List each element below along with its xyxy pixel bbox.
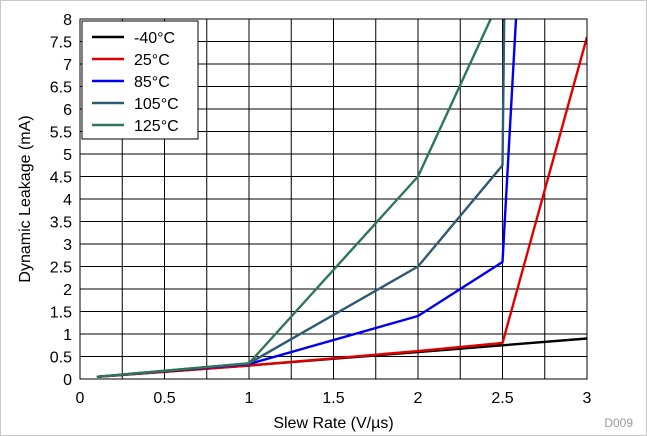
x-tick-label: 1: [245, 390, 254, 407]
x-axis-label: Slew Rate (V/µs): [273, 415, 393, 432]
y-axis-tick-labels: 0 0.5 1 1.5 2 2.5 3 3.5 4 4.5 5 5.5 6 6.5 7 7.5 8: [50, 12, 72, 389]
x-tick-label: 2.5: [491, 390, 513, 407]
y-tick-label: 7: [63, 57, 72, 74]
y-tick-label: 0: [63, 372, 72, 389]
y-tick-label: 3.5: [50, 215, 72, 232]
y-tick-label: 3: [63, 237, 72, 254]
y-tick-label: 1: [63, 327, 72, 344]
x-tick-label: 0.5: [153, 390, 175, 407]
y-tick-label: 2.5: [50, 260, 72, 277]
series-lines: [96, 19, 587, 378]
legend-label: -40°C: [134, 30, 175, 47]
y-tick-label: 4.5: [50, 170, 72, 187]
y-tick-label: 4: [63, 192, 72, 209]
x-tick-label: 0: [76, 390, 85, 407]
x-axis-tick-labels: 0 0.5 1 1.5 2 2.5 3: [76, 390, 592, 407]
y-tick-label: 7.5: [50, 35, 72, 52]
y-tick-label: 5: [63, 147, 72, 164]
figure-id: D009: [604, 416, 633, 430]
y-tick-label: 8: [63, 12, 72, 29]
legend-label: 105°C: [134, 96, 179, 113]
legend-label: 85°C: [134, 74, 170, 91]
x-tick-label: 1.5: [322, 390, 344, 407]
legend-label: 125°C: [134, 118, 179, 135]
y-tick-label: 6.5: [50, 80, 72, 97]
plot-area-border: [79, 18, 588, 380]
y-tick-label: 5.5: [50, 125, 72, 142]
y-axis-label: Dynamic Leakage (mA): [17, 115, 34, 282]
series-line-125c: [96, 19, 492, 378]
legend: -40°C 25°C 85°C 105°C 125°C: [81, 20, 199, 140]
x-tick-label: 2: [414, 390, 423, 407]
x-tick-label: 3: [583, 390, 592, 407]
y-tick-label: 0.5: [50, 350, 72, 367]
legend-label: 25°C: [134, 52, 170, 69]
y-tick-label: 1.5: [50, 305, 72, 322]
y-tick-label: 2: [63, 282, 72, 299]
y-tick-label: 6: [63, 102, 72, 119]
